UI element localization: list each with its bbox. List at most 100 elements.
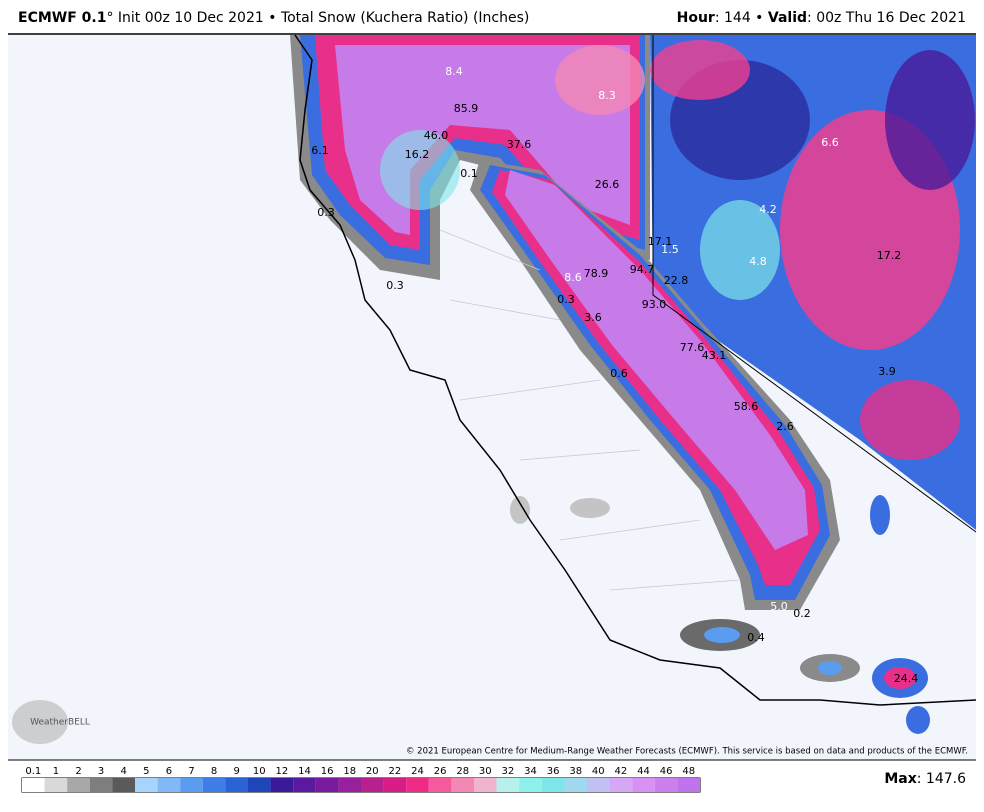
colorbar-label: 36 (547, 766, 560, 777)
map-label: 58.6 (734, 400, 759, 413)
colorbar-swatch (609, 778, 633, 792)
snow-field (510, 496, 530, 524)
snow-field (704, 627, 740, 643)
colorbar-label: 32 (502, 766, 515, 777)
colorbar-swatch (541, 778, 565, 792)
map-label: 0.1 (460, 167, 478, 180)
colorbar-label: 14 (298, 766, 311, 777)
map-label: 94.7 (630, 263, 655, 276)
map-label: 6.6 (821, 136, 839, 149)
map-label: 4.8 (749, 255, 767, 268)
colorbar-swatch (519, 778, 542, 792)
colorbar-label: 6 (166, 766, 172, 777)
colorbar-label: 0.1 (25, 766, 41, 777)
colorbar-label: 9 (234, 766, 240, 777)
colorbar-swatch (632, 778, 655, 792)
map-label: 6.1 (311, 144, 329, 157)
max-label: Max (884, 771, 916, 787)
map-label: 85.9 (454, 102, 479, 115)
colorbar-label: 34 (524, 766, 537, 777)
map-label: 0.4 (747, 631, 765, 644)
map-label: 0.3 (317, 206, 335, 219)
colorbar-label: 12 (276, 766, 289, 777)
map-label: 3.6 (584, 311, 602, 324)
snow-field (818, 661, 842, 675)
valid-label: Valid (768, 10, 807, 26)
colorbar-label: 7 (188, 766, 194, 777)
colorbar-swatch (383, 778, 407, 792)
map-label: 2.6 (776, 420, 794, 433)
colorbar-swatch (315, 778, 339, 792)
colorbar-label: 20 (366, 766, 379, 777)
colorbar-swatch (22, 778, 45, 792)
snow-field (700, 200, 780, 300)
snow-field (555, 45, 645, 115)
hour-label: Hour (677, 10, 715, 26)
logo: WeatherBELL (30, 718, 90, 728)
colorbar-swatch (67, 778, 90, 792)
colorbar-label: 38 (569, 766, 582, 777)
map-label: 37.6 (507, 138, 532, 151)
colorbar-swatch (248, 778, 271, 792)
colorbar-label: 46 (660, 766, 673, 777)
copyright: © 2021 European Centre for Medium-Range … (406, 747, 968, 757)
map-label: 77.6 (680, 341, 705, 354)
colorbar-label: 30 (479, 766, 492, 777)
logo-mark (12, 700, 68, 744)
colorbar-swatch (112, 778, 135, 792)
colorbar-swatch (406, 778, 429, 792)
colorbar-swatch (135, 778, 158, 792)
colorbar-swatch (474, 778, 497, 792)
snow-field (650, 40, 750, 100)
map-label: 22.8 (664, 274, 689, 287)
colorbar-swatch (564, 778, 587, 792)
map-label: 5.0 (770, 600, 788, 613)
max-value: : 147.6 (917, 771, 966, 787)
map-label: 26.6 (595, 178, 620, 191)
colorbar-swatch (225, 778, 248, 792)
colorbar-swatch (338, 778, 361, 792)
valid-time: Hour: 144 • Valid: 00z Thu 16 Dec 2021 (677, 10, 966, 26)
map-label: 24.4 (894, 672, 919, 685)
colorbar-swatch (89, 778, 113, 792)
colorbar-swatch (496, 778, 520, 792)
hour-value: : 144 • (715, 10, 768, 26)
map-label: 0.6 (610, 367, 628, 380)
colorbar-label: 26 (434, 766, 447, 777)
colorbar-swatch (293, 778, 316, 792)
colorbar-swatch (451, 778, 474, 792)
map-label: 0.2 (793, 607, 811, 620)
colorbar-swatch (677, 778, 700, 792)
max: Max: 147.6 (884, 771, 966, 787)
colorbar-label: 40 (592, 766, 605, 777)
state-border (652, 35, 977, 533)
colorbar-swatch (44, 778, 68, 792)
colorbar-swatch (654, 778, 678, 792)
colorbar-label: 16 (321, 766, 334, 777)
map-label: 43.1 (702, 349, 727, 362)
map-label: 78.9 (584, 267, 609, 280)
colorbar-swatch (587, 778, 610, 792)
coastline (294, 34, 977, 706)
colorbar-label: 44 (637, 766, 650, 777)
map-label: 3.9 (878, 365, 896, 378)
county-lines (439, 229, 741, 591)
colorbar-swatch (361, 778, 384, 792)
map-label: 17.2 (877, 249, 902, 262)
map-label: 93.0 (642, 298, 667, 311)
map-label: 46.0 (424, 129, 449, 142)
colorbar-label: 5 (143, 766, 149, 777)
colorbar-label: 8 (211, 766, 217, 777)
snow-field (884, 667, 916, 689)
colorbar-label: 18 (343, 766, 356, 777)
map-label: 8.3 (598, 89, 616, 102)
colorbar-label: 42 (615, 766, 628, 777)
snow-field (860, 380, 960, 460)
snow-field (570, 498, 610, 518)
colorbar-swatch (270, 778, 294, 792)
title: ECMWF 0.1° Init 00z 10 Dec 2021 • Total … (18, 10, 529, 26)
title-rest: ° Init 00z 10 Dec 2021 • Total Snow (Kuc… (106, 10, 529, 26)
snow-field (906, 706, 930, 734)
colorbar-label: 10 (253, 766, 266, 777)
map-label: 8.6 (564, 271, 582, 284)
